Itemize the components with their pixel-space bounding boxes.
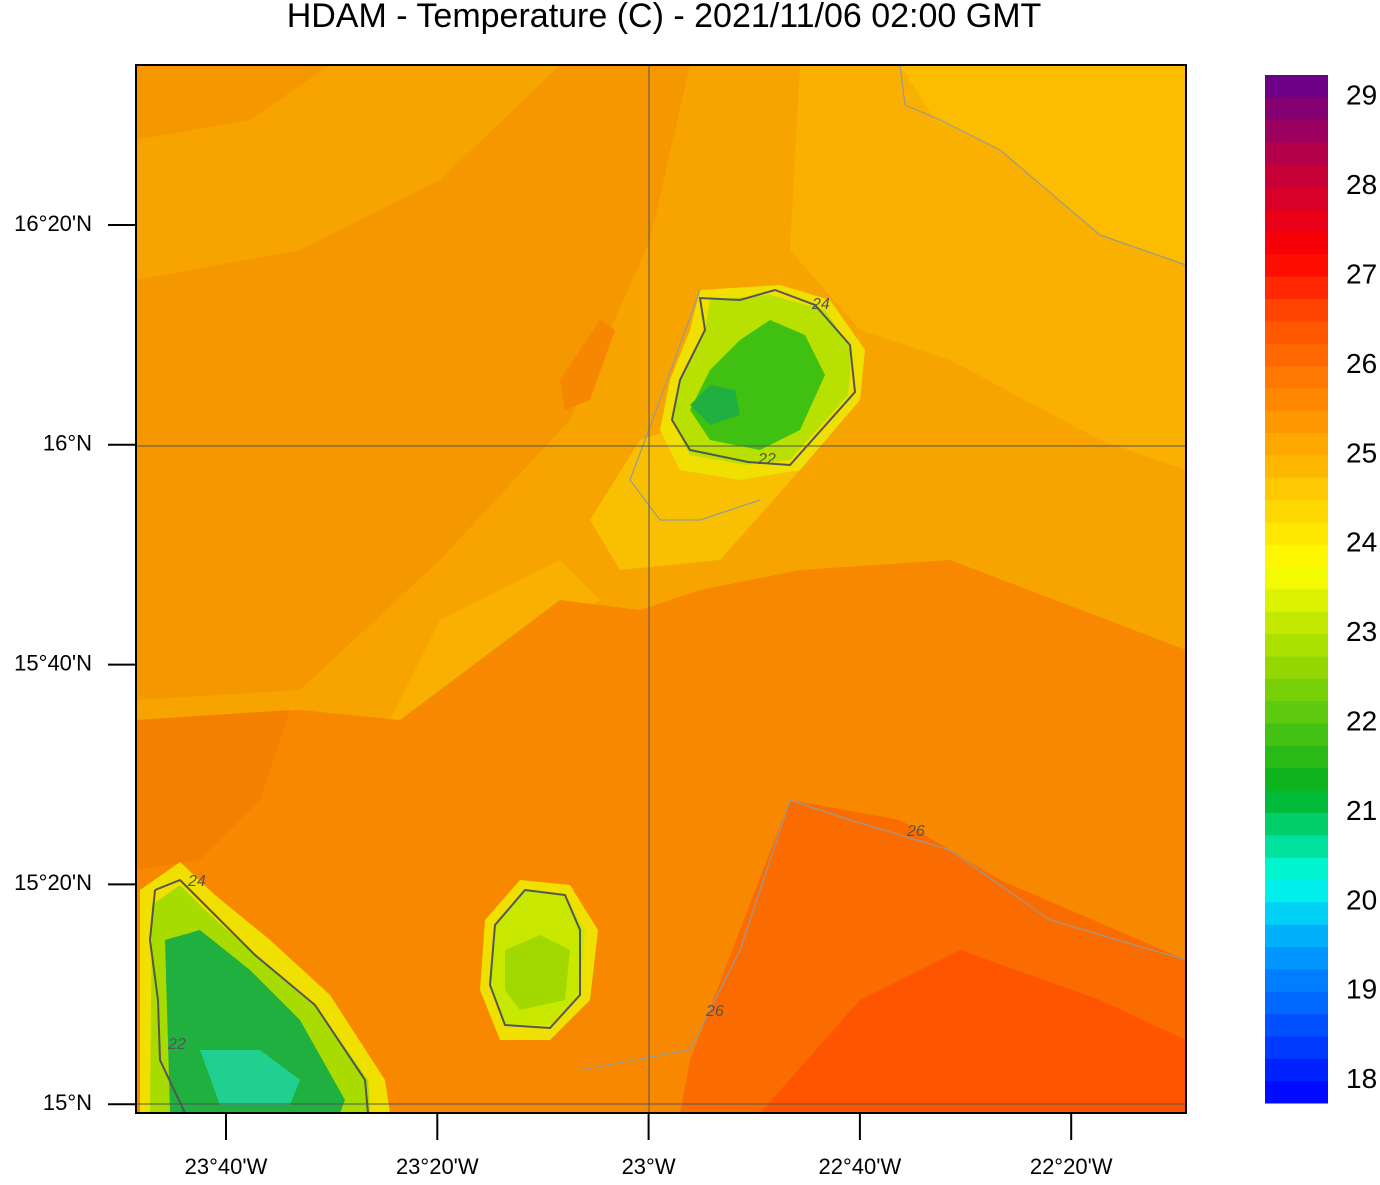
colorbar-segment [1265,723,1328,746]
colorbar-tick-label: 25 [1346,437,1377,468]
y-tick-label: 16°N [43,431,92,456]
colorbar-tick-label: 20 [1346,884,1377,915]
colorbar-segment [1265,432,1328,456]
colorbar-segment [1265,566,1328,590]
colorbar-segment [1265,834,1328,858]
colorbar-segment [1265,946,1328,970]
colorbar-segment [1265,857,1328,881]
colorbar-segment [1265,209,1328,232]
contour-label: 26 [705,1003,724,1020]
colorbar-tick-label: 23 [1346,616,1377,647]
title: HDAM - Temperature (C) - 2021/11/06 02:0… [287,0,1042,35]
y-tick-label: 15°N [43,1090,92,1115]
x-tick-label: 23°W [622,1154,676,1179]
colorbar-segment [1265,142,1328,165]
colorbar-segment [1265,901,1328,925]
colorbar-segment [1265,1058,1328,1082]
colorbar-segment [1265,589,1328,612]
colorbar-segment [1265,253,1328,277]
colorbar-segment [1265,790,1328,813]
colorbar-segment [1265,97,1328,121]
x-tick-label: 22°20'W [1030,1154,1113,1179]
contour-label: 22 [167,1036,186,1053]
plot-frame [135,64,1187,1114]
island-maio [480,880,598,1040]
colorbar-tick-label: 26 [1346,348,1377,379]
colorbar-segment [1265,968,1328,992]
y-tick-label: 15°40'N [14,650,92,675]
colorbar-segment [1265,75,1328,98]
colorbar-segment [1265,633,1328,657]
colorbar-tick-label: 29 [1346,80,1377,111]
contour-label: 26 [906,823,925,840]
colorbar-tick-label: 27 [1346,259,1377,290]
colorbar-segment [1265,499,1328,523]
colorbar-tick-label: 21 [1346,795,1377,826]
colorbar-segment [1265,387,1328,411]
colorbar-segment [1265,276,1328,299]
x-tick-label: 22°40'W [819,1154,902,1179]
contour-label: 24 [811,296,830,313]
colorbar-segment [1265,611,1328,635]
island-boa-vista [660,285,865,480]
contour-label: 22 [757,451,776,468]
x-tick-label: 23°20'W [396,1154,479,1179]
contour-label: 24 [187,873,206,890]
colorbar-segment [1265,365,1328,389]
colorbar-tick-label: 22 [1346,705,1377,736]
colorbar-tick-label: 18 [1346,1063,1377,1094]
colorbar-tick-label: 28 [1346,169,1377,200]
colorbar-segment [1265,164,1328,188]
colorbar-segment [1265,521,1328,545]
colorbar-segment [1265,1080,1328,1104]
colorbar-segment [1265,678,1328,702]
colorbar-segment [1265,544,1328,568]
island-santiago [140,862,390,1113]
colorbar-segment [1265,454,1328,478]
colorbar-segment [1265,1013,1328,1037]
colorbar-segment [1265,924,1328,948]
x-tick-label: 23°40'W [185,1154,268,1179]
colorbar-segment [1265,812,1328,836]
colorbar-segment [1265,745,1328,769]
colorbar-segment [1265,186,1328,210]
colorbar-tick-label: 19 [1346,974,1377,1005]
colorbar-segment [1265,700,1328,724]
colorbar-segment [1265,656,1328,679]
colorbar-segment [1265,119,1328,143]
colorbar-segment [1265,991,1328,1015]
colorbar-segment [1265,410,1328,434]
colorbar-tick-label: 24 [1346,527,1377,558]
colorbar-segment [1265,1035,1328,1059]
y-tick-label: 16°20'N [14,211,92,236]
colorbar-segment [1265,343,1328,367]
colorbar-segment [1265,320,1328,344]
y-tick-label: 15°20'N [14,870,92,895]
colorbar-segment [1265,298,1328,322]
colorbar-segment [1265,231,1328,255]
map-field [136,65,1186,1113]
colorbar-segment [1265,767,1328,791]
colorbar-segment [1265,477,1328,501]
colorbar-segment [1265,879,1328,903]
